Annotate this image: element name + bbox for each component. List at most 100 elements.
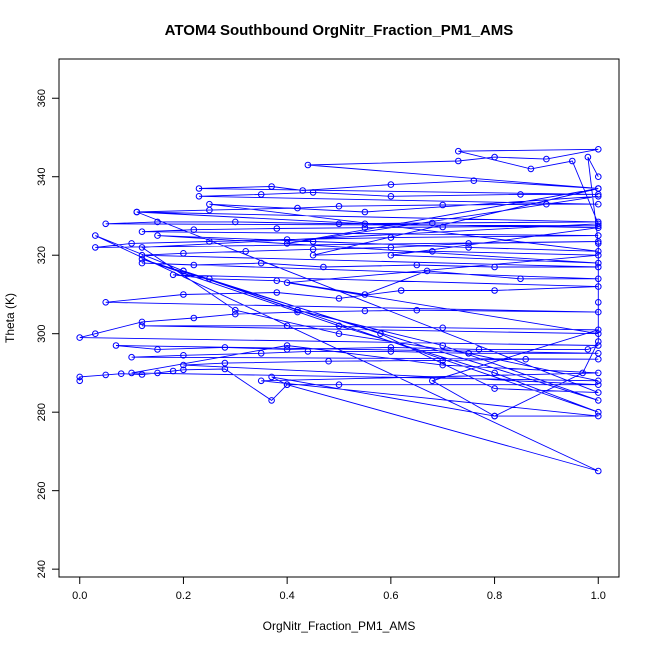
data-point bbox=[154, 232, 161, 239]
data-point bbox=[128, 240, 135, 247]
data-point bbox=[475, 346, 483, 353]
data-point bbox=[206, 238, 213, 245]
data-point bbox=[595, 330, 602, 338]
data-point bbox=[595, 326, 602, 334]
data-point bbox=[429, 248, 436, 255]
data-point bbox=[491, 385, 498, 392]
data-point bbox=[387, 344, 395, 351]
data-point bbox=[335, 322, 343, 330]
data-point bbox=[455, 147, 462, 155]
data-point bbox=[304, 161, 312, 169]
data-point bbox=[257, 377, 265, 385]
y-tick-label: 260 bbox=[36, 481, 48, 499]
data-point bbox=[361, 307, 369, 315]
data-point bbox=[423, 267, 431, 275]
data-point bbox=[273, 225, 281, 232]
data-point bbox=[397, 287, 405, 294]
data-point bbox=[299, 187, 307, 194]
data-point bbox=[387, 348, 395, 355]
data-point bbox=[195, 193, 203, 200]
data-point bbox=[361, 208, 369, 216]
data-point bbox=[128, 353, 135, 361]
data-point bbox=[294, 308, 301, 316]
data-point bbox=[595, 263, 602, 271]
data-point bbox=[439, 361, 447, 369]
data-point bbox=[221, 344, 229, 351]
data-point bbox=[221, 359, 229, 367]
data-point bbox=[361, 224, 369, 231]
data-point bbox=[595, 408, 602, 416]
data-point bbox=[439, 342, 447, 349]
data-point bbox=[232, 310, 239, 318]
data-point bbox=[102, 371, 109, 379]
data-point bbox=[169, 271, 177, 279]
x-tick-label: 0.4 bbox=[279, 590, 294, 602]
data-point bbox=[117, 370, 125, 378]
series-line bbox=[79, 148, 599, 472]
data-point bbox=[190, 226, 198, 233]
data-point bbox=[335, 295, 343, 302]
data-point bbox=[595, 308, 602, 316]
data-point bbox=[595, 259, 602, 267]
data-point bbox=[190, 261, 198, 269]
data-point bbox=[595, 350, 602, 357]
data-point bbox=[128, 369, 135, 377]
data-point bbox=[138, 318, 146, 326]
data-point bbox=[465, 350, 472, 357]
data-point bbox=[595, 412, 602, 420]
data-point bbox=[387, 244, 395, 251]
y-axis-label: Theta (K) bbox=[3, 293, 17, 343]
data-point bbox=[325, 357, 332, 365]
data-point bbox=[190, 314, 198, 322]
data-point bbox=[268, 183, 275, 190]
y-tick-label: 240 bbox=[36, 560, 48, 578]
data-point bbox=[387, 193, 395, 200]
data-point bbox=[195, 185, 203, 192]
data-point bbox=[491, 412, 498, 420]
x-tick-label: 1.0 bbox=[591, 590, 606, 602]
data-point bbox=[595, 240, 602, 247]
data-point bbox=[584, 346, 592, 353]
x-tick-label: 0.2 bbox=[176, 590, 191, 602]
data-point bbox=[180, 291, 187, 298]
data-point bbox=[470, 177, 478, 184]
data-point bbox=[138, 244, 146, 251]
x-tick-label: 0.0 bbox=[72, 590, 87, 602]
data-point bbox=[283, 240, 291, 247]
data-point bbox=[309, 251, 317, 259]
data-point bbox=[595, 173, 602, 180]
data-point bbox=[180, 352, 187, 359]
data-point bbox=[257, 350, 265, 357]
data-point bbox=[517, 191, 524, 198]
data-point bbox=[138, 251, 146, 259]
y-axis: 240 260 280 300 320 340 360 bbox=[36, 89, 60, 578]
data-point bbox=[387, 181, 395, 188]
data-point bbox=[455, 157, 462, 165]
data-point bbox=[309, 189, 317, 196]
data-point bbox=[595, 232, 602, 239]
data-point bbox=[361, 291, 369, 298]
data-point bbox=[439, 223, 447, 231]
data-point bbox=[180, 366, 187, 374]
data-point bbox=[92, 244, 99, 251]
data-point bbox=[138, 228, 146, 235]
data-point bbox=[283, 279, 291, 287]
data-point bbox=[595, 338, 602, 345]
y-tick-label: 340 bbox=[36, 168, 48, 186]
data-point bbox=[309, 238, 317, 245]
data-point bbox=[180, 361, 187, 369]
data-point bbox=[232, 306, 239, 314]
data-point bbox=[543, 155, 550, 163]
data-point bbox=[595, 283, 602, 290]
data-point bbox=[268, 397, 275, 404]
data-point bbox=[320, 263, 327, 271]
data-point bbox=[387, 251, 395, 259]
data-point bbox=[180, 267, 187, 275]
data-point bbox=[595, 200, 602, 208]
data-point bbox=[180, 250, 187, 257]
data-point bbox=[429, 377, 436, 385]
data-point bbox=[102, 299, 109, 306]
data-point bbox=[154, 218, 161, 226]
data-point bbox=[138, 371, 146, 378]
